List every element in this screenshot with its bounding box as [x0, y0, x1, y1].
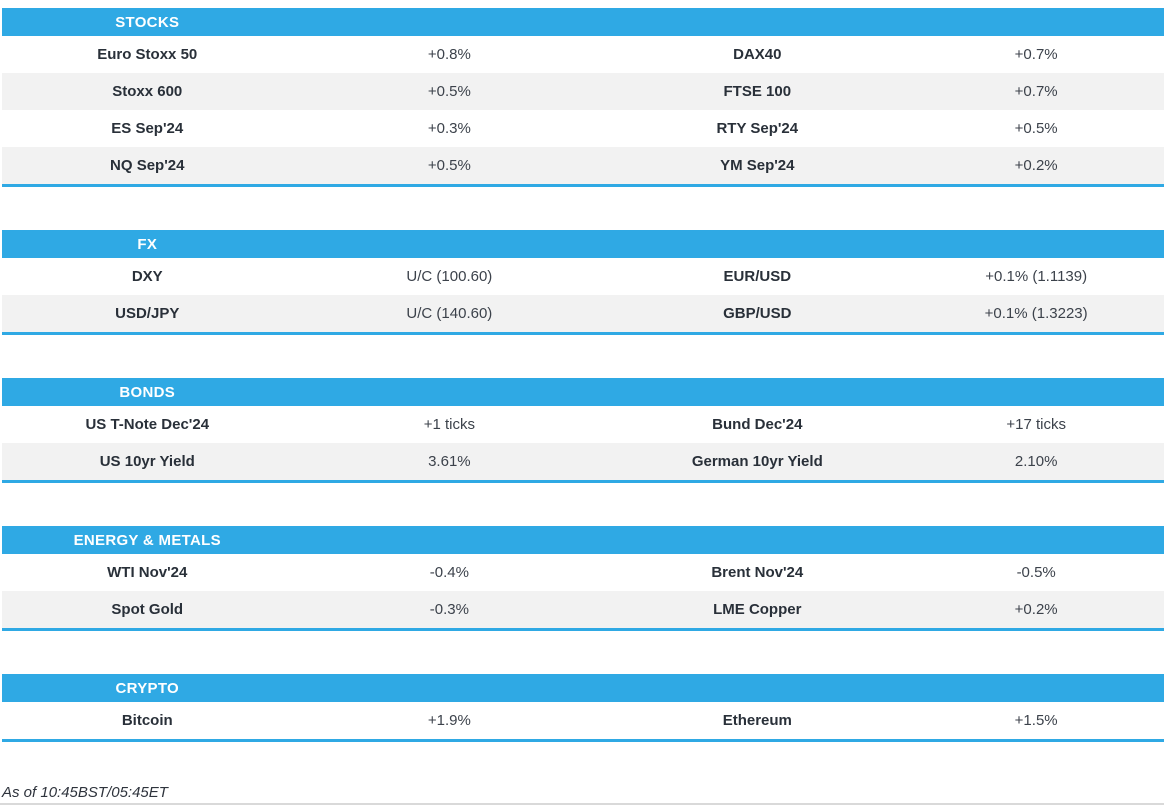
- section-header: CRYPTO: [2, 674, 1164, 702]
- instrument-value: +0.1% (1.1139): [985, 268, 1088, 285]
- instrument-value: +0.8%: [427, 46, 471, 63]
- instrument-value: +0.7%: [1014, 46, 1058, 63]
- instrument-value: 3.61%: [428, 453, 471, 470]
- market-row: Bitcoin +1.9% Ethereum +1.5%: [2, 702, 1164, 739]
- instrument-label: EUR/USD: [723, 268, 792, 285]
- section-title: CRYPTO: [115, 679, 179, 697]
- instrument-label: DAX40: [733, 46, 782, 63]
- market-row: DXY U/C (100.60) EUR/USD +0.1% (1.1139): [2, 258, 1164, 295]
- instrument-label: FTSE 100: [723, 83, 792, 100]
- market-row: US 10yr Yield 3.61% German 10yr Yield 2.…: [2, 443, 1164, 480]
- instrument-label: Brent Nov'24: [711, 564, 804, 581]
- instrument-label: German 10yr Yield: [691, 453, 823, 470]
- section-bonds: BONDS US T-Note Dec'24 +1 ticks Bund Dec…: [2, 378, 1164, 483]
- section-energy-metals: ENERGY & METALS WTI Nov'24 -0.4% Brent N…: [2, 526, 1164, 631]
- instrument-value: +0.2%: [1014, 157, 1058, 174]
- instrument-value: -0.5%: [1016, 564, 1056, 581]
- instrument-value: +0.3%: [427, 120, 471, 137]
- instrument-label: Euro Stoxx 50: [97, 46, 198, 63]
- instrument-label: ES Sep'24: [111, 120, 184, 137]
- section-fx: FX DXY U/C (100.60) EUR/USD +0.1% (1.113…: [2, 230, 1164, 335]
- section-header: STOCKS: [2, 8, 1164, 36]
- market-row: ES Sep'24 +0.3% RTY Sep'24 +0.5%: [2, 110, 1164, 147]
- instrument-label: Stoxx 600: [112, 83, 183, 100]
- instrument-label: Bund Dec'24: [712, 416, 803, 433]
- instrument-value: +0.7%: [1014, 83, 1058, 100]
- instrument-value: -0.4%: [429, 564, 469, 581]
- section-title: BONDS: [119, 383, 176, 401]
- market-row: Stoxx 600 +0.5% FTSE 100 +0.7%: [2, 73, 1164, 110]
- section-header: ENERGY & METALS: [2, 526, 1164, 554]
- instrument-label: US 10yr Yield: [99, 453, 195, 470]
- section-crypto: CRYPTO Bitcoin +1.9% Ethereum +1.5%: [2, 674, 1164, 742]
- section-stocks: STOCKS Euro Stoxx 50 +0.8% DAX40 +0.7% S…: [2, 8, 1164, 187]
- market-row: WTI Nov'24 -0.4% Brent Nov'24 -0.5%: [2, 554, 1164, 591]
- instrument-value: +1 ticks: [423, 416, 475, 433]
- instrument-label: DXY: [131, 268, 163, 285]
- instrument-value: +0.5%: [1014, 120, 1058, 137]
- market-row: USD/JPY U/C (140.60) GBP/USD +0.1% (1.32…: [2, 295, 1164, 332]
- market-row: Spot Gold -0.3% LME Copper +0.2%: [2, 591, 1164, 628]
- instrument-label: GBP/USD: [723, 305, 792, 322]
- instrument-label: NQ Sep'24: [110, 157, 185, 174]
- instrument-label: LME Copper: [713, 601, 802, 618]
- section-title: ENERGY & METALS: [73, 531, 221, 549]
- instrument-value: +0.2%: [1014, 601, 1058, 618]
- instrument-label: Spot Gold: [111, 601, 184, 618]
- instrument-value: U/C (100.60): [406, 268, 493, 285]
- instrument-value: 2.10%: [1014, 453, 1058, 470]
- instrument-value: +0.5%: [427, 157, 471, 174]
- as-of-timestamp: As of 10:45BST/05:45ET: [2, 784, 168, 801]
- instrument-value: +1.9%: [427, 712, 471, 729]
- instrument-label: Ethereum: [722, 712, 792, 729]
- instrument-value: +1.5%: [1014, 712, 1058, 729]
- section-title: STOCKS: [115, 13, 180, 31]
- market-row: US T-Note Dec'24 +1 ticks Bund Dec'24 +1…: [2, 406, 1164, 443]
- section-header: BONDS: [2, 378, 1164, 406]
- instrument-label: WTI Nov'24: [107, 564, 188, 581]
- section-title: FX: [137, 235, 158, 253]
- section-header: FX: [2, 230, 1164, 258]
- instrument-value: +17 ticks: [1006, 416, 1066, 433]
- instrument-value: -0.3%: [429, 601, 469, 618]
- market-row: Euro Stoxx 50 +0.8% DAX40 +0.7%: [2, 36, 1164, 73]
- market-row: NQ Sep'24 +0.5% YM Sep'24 +0.2%: [2, 147, 1164, 184]
- instrument-label: Bitcoin: [121, 712, 173, 729]
- instrument-label: US T-Note Dec'24: [85, 416, 210, 433]
- instrument-label: RTY Sep'24: [716, 120, 799, 137]
- instrument-value: U/C (140.60): [406, 305, 493, 322]
- instrument-value: +0.1% (1.3223): [984, 305, 1088, 322]
- instrument-label: USD/JPY: [115, 305, 180, 322]
- instrument-value: +0.5%: [427, 83, 471, 100]
- instrument-label: YM Sep'24: [720, 157, 795, 174]
